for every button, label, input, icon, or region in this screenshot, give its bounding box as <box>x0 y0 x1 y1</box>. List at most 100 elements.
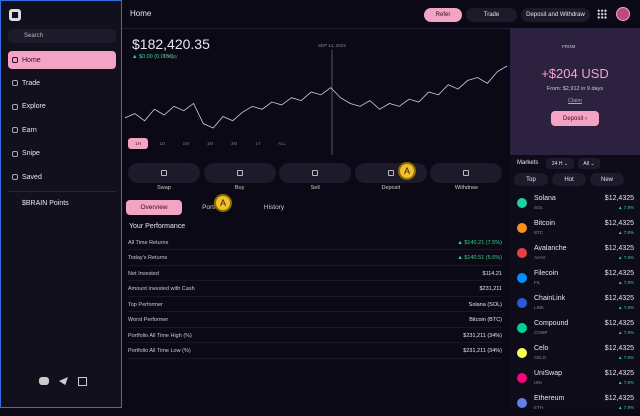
market-chip[interactable]: Top <box>514 173 548 186</box>
markets-panel <box>510 155 640 408</box>
claim-link[interactable]: Claim <box>567 98 583 104</box>
nav-item[interactable]: Explore <box>8 98 116 116</box>
range-button[interactable]: 1D <box>159 141 165 146</box>
coin-symbol: FIL <box>534 280 541 285</box>
market-chip[interactable]: Hot <box>552 173 586 186</box>
filter-select[interactable]: All ⌄ <box>578 158 600 169</box>
coin-change: ▲ 7.8% <box>618 255 634 260</box>
nav-icon <box>12 150 18 157</box>
row-label: Top Performer <box>128 301 163 308</box>
coin-change: ▲ 7.8% <box>618 380 634 385</box>
market-chip[interactable]: New <box>590 173 624 186</box>
promo-deposit-button[interactable]: Deposit › <box>551 111 599 126</box>
performance-row: Top Performer Solana (SOL) <box>128 298 502 312</box>
range-button[interactable]: 3M <box>230 141 238 146</box>
discord-icon[interactable] <box>39 377 49 385</box>
tab[interactable]: Portfolio <box>202 204 226 211</box>
coin-icon <box>517 323 527 333</box>
action-button[interactable] <box>128 163 200 183</box>
coin-icon <box>517 248 527 258</box>
tab[interactable]: History <box>263 204 285 211</box>
coin-price: $12,4325 <box>604 320 634 327</box>
refer-button[interactable]: Refer <box>424 8 462 22</box>
logo[interactable] <box>9 9 21 21</box>
row-label: All Time Returns <box>128 239 169 246</box>
range-button[interactable]: ALL <box>277 141 286 146</box>
performance-title: Your Performance <box>129 223 186 230</box>
nav-icon <box>12 57 18 63</box>
market-row[interactable]: Ethereum ETH $12,4325 ▲ 7.8% <box>512 391 638 416</box>
market-row[interactable]: Filecoin FIL $12,4325 ▲ 7.8% <box>512 266 638 291</box>
market-row[interactable]: Solana SOL $12,4325 ▲ 7.8% <box>512 191 638 216</box>
coin-name: Bitcoin <box>534 220 556 227</box>
coin-name: Compound <box>534 320 569 327</box>
points-link[interactable]: $BRAIN Points <box>22 199 69 207</box>
nav-item[interactable]: Trade <box>8 74 116 92</box>
action-button[interactable] <box>203 163 276 183</box>
search-box[interactable]: Search <box>8 29 116 43</box>
row-value: $231,211 (34%) <box>463 332 502 339</box>
market-row[interactable]: ChainLink LINK $12,4325 ▲ 7.8% <box>512 291 638 316</box>
market-row[interactable]: Bitcoin BTC $12,4325 ▲ 7.8% <box>512 216 638 241</box>
performance-row: Portfolio All Time Low (%) $231,211 (34%) <box>128 345 502 359</box>
nav-item[interactable]: Saved <box>8 168 116 186</box>
period-select[interactable]: 24 H ⌄ <box>546 158 574 169</box>
nav-item[interactable]: Snipe <box>8 145 116 163</box>
coin-change: ▲ 7.8% <box>618 280 634 285</box>
avatar[interactable] <box>616 7 630 21</box>
range-button[interactable]: 1Y <box>255 141 261 146</box>
deposit-withdraw-button[interactable]: Deposit and Withdraw <box>521 8 590 22</box>
coin-symbol: SOL <box>534 205 544 210</box>
nav-item[interactable]: Earn <box>8 121 116 139</box>
market-row[interactable]: UniSwap UNI $12,4325 ▲ 7.8% <box>512 366 638 391</box>
range-button[interactable]: 1M <box>206 141 214 146</box>
action-icon <box>312 170 319 176</box>
action-button[interactable] <box>430 163 503 183</box>
promo-badge: FROM <box>562 44 576 49</box>
coin-name: Ethereum <box>534 395 565 402</box>
row-value: Solana (SOL) <box>468 301 502 308</box>
coin-symbol: AVAX <box>534 255 546 260</box>
performance-row: All Time Returns ▲ $140.21 (7.5%) <box>128 236 502 250</box>
coin-price: $12,4325 <box>604 295 634 302</box>
sidebar: Search Home Trade Explore Earn Snipe Saved $B… <box>0 0 122 408</box>
tab[interactable]: Overview <box>126 200 182 215</box>
page-title: Home <box>130 9 152 18</box>
nav-icon <box>12 127 18 134</box>
action-label: Buy <box>234 185 245 191</box>
chart-tooltip: SEP 14, 2023 <box>318 43 346 48</box>
market-row[interactable]: Compound COMP $12,4325 ▲ 7.8% <box>512 316 638 341</box>
coin-name: Solana <box>534 195 556 202</box>
balance-change: ▲ $0.00 (0.00%) <box>132 54 174 60</box>
telegram-icon[interactable] <box>59 377 68 385</box>
trade-button[interactable]: Trade <box>466 8 517 22</box>
coin-icon <box>517 223 527 233</box>
row-label: Portfolio All Time Low (%) <box>128 348 191 354</box>
action-label: Swap <box>157 185 171 191</box>
coin-symbol: CELO <box>534 355 547 360</box>
balance-period: Today <box>163 54 178 60</box>
coin-icon <box>517 273 527 283</box>
range-button[interactable]: 1W <box>182 141 190 146</box>
action-label: Sell <box>310 185 320 191</box>
performance-row: Net Invested $114.21 <box>128 267 502 281</box>
coin-price: $12,4325 <box>604 220 634 227</box>
action-button[interactable] <box>279 163 352 183</box>
annotation-marker: A <box>398 162 416 180</box>
apps-icon[interactable] <box>597 9 607 19</box>
x-icon[interactable] <box>78 377 87 386</box>
row-label: Portfolio All Time High (%) <box>128 332 192 339</box>
markets-title: Markets <box>517 160 539 166</box>
action-button[interactable] <box>354 163 427 183</box>
promo-amount: +$204 USD <box>541 66 609 81</box>
nav-icon <box>12 174 18 180</box>
market-row[interactable]: Celo CELO $12,4325 ▲ 7.8% <box>512 341 638 366</box>
coin-change: ▲ 7.8% <box>618 205 634 210</box>
range-button[interactable]: 1H <box>128 138 148 149</box>
coin-icon <box>517 198 527 208</box>
market-row[interactable]: Avalanche AVAX $12,4325 ▲ 7.8% <box>512 241 638 266</box>
coin-change: ▲ 7.8% <box>618 330 634 335</box>
nav-item[interactable]: Home <box>8 51 116 69</box>
row-value: $231,211 <box>479 286 502 292</box>
